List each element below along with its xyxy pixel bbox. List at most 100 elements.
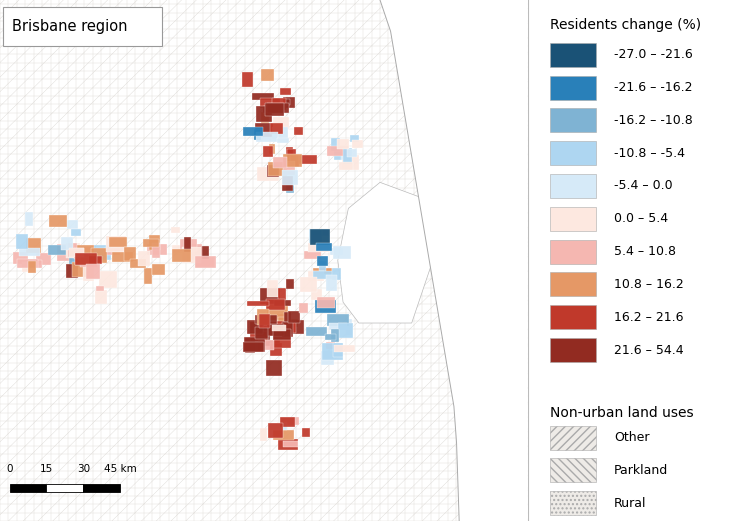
Bar bbox=[334, 345, 355, 352]
Bar bbox=[318, 260, 326, 271]
Bar bbox=[317, 255, 328, 266]
Bar bbox=[66, 243, 79, 258]
Bar bbox=[277, 321, 296, 333]
Text: Brisbane region: Brisbane region bbox=[11, 19, 127, 33]
Bar bbox=[550, 272, 596, 296]
Bar bbox=[305, 251, 321, 259]
Bar bbox=[311, 229, 329, 245]
Text: 10.8 – 16.2: 10.8 – 16.2 bbox=[614, 278, 684, 291]
Bar bbox=[245, 338, 255, 353]
Bar bbox=[327, 314, 348, 326]
Bar bbox=[336, 144, 345, 152]
Bar bbox=[104, 248, 120, 255]
Bar bbox=[72, 263, 93, 277]
Bar bbox=[78, 247, 93, 258]
Bar bbox=[288, 311, 300, 322]
Bar bbox=[259, 428, 267, 441]
Bar bbox=[550, 338, 596, 362]
Bar bbox=[186, 243, 202, 260]
Bar bbox=[306, 327, 327, 336]
Bar bbox=[152, 264, 165, 275]
Bar bbox=[60, 237, 73, 250]
Bar bbox=[313, 268, 332, 274]
Bar bbox=[311, 235, 329, 247]
Bar bbox=[48, 245, 66, 255]
Bar bbox=[172, 250, 191, 262]
Bar bbox=[96, 290, 107, 304]
Bar bbox=[550, 43, 596, 67]
Bar bbox=[277, 317, 288, 324]
Bar bbox=[333, 343, 343, 356]
Text: 16.2 – 21.6: 16.2 – 21.6 bbox=[614, 311, 683, 324]
Bar bbox=[269, 322, 290, 330]
Bar bbox=[147, 244, 167, 255]
Bar bbox=[171, 227, 179, 233]
Bar bbox=[254, 327, 270, 340]
Bar bbox=[75, 253, 97, 265]
Bar bbox=[262, 69, 274, 81]
Bar bbox=[308, 271, 324, 281]
Bar bbox=[327, 145, 348, 156]
Bar bbox=[282, 170, 298, 185]
Bar bbox=[274, 157, 287, 168]
Bar bbox=[69, 249, 84, 257]
Bar bbox=[149, 235, 160, 250]
Bar bbox=[252, 93, 274, 100]
Bar bbox=[550, 141, 596, 165]
Bar bbox=[277, 423, 287, 434]
Bar bbox=[185, 238, 191, 252]
Bar bbox=[71, 229, 81, 235]
Text: -21.6 – -16.2: -21.6 – -16.2 bbox=[614, 81, 692, 94]
Bar bbox=[322, 343, 343, 359]
Bar bbox=[290, 319, 304, 333]
Bar bbox=[99, 271, 118, 288]
Bar bbox=[195, 257, 214, 267]
Bar bbox=[271, 97, 286, 109]
Bar bbox=[267, 165, 280, 177]
Bar bbox=[311, 289, 322, 301]
Bar bbox=[243, 342, 265, 352]
Bar bbox=[259, 289, 280, 304]
Bar bbox=[550, 76, 596, 100]
Bar bbox=[267, 304, 288, 320]
Bar bbox=[347, 149, 357, 157]
Bar bbox=[266, 360, 281, 376]
Bar bbox=[342, 150, 350, 160]
Bar bbox=[244, 337, 265, 352]
Bar bbox=[75, 255, 94, 265]
Bar bbox=[287, 149, 296, 163]
Bar bbox=[294, 127, 302, 134]
Text: -5.4 – 0.0: -5.4 – 0.0 bbox=[614, 180, 673, 192]
Bar bbox=[282, 321, 293, 337]
Text: Parkland: Parkland bbox=[614, 464, 668, 477]
Bar bbox=[124, 247, 136, 261]
Bar bbox=[94, 245, 112, 259]
Bar bbox=[284, 160, 295, 175]
Text: 21.6 – 54.4: 21.6 – 54.4 bbox=[614, 344, 683, 356]
Bar bbox=[267, 280, 278, 296]
Bar bbox=[86, 264, 100, 279]
Bar bbox=[19, 248, 40, 256]
Bar bbox=[89, 256, 103, 264]
Bar bbox=[550, 458, 596, 482]
Bar bbox=[329, 322, 347, 330]
Bar bbox=[255, 123, 273, 138]
Bar bbox=[247, 301, 269, 306]
Bar bbox=[331, 329, 339, 342]
Bar bbox=[261, 112, 269, 124]
Bar bbox=[268, 423, 283, 438]
Bar bbox=[299, 303, 308, 313]
Bar bbox=[300, 277, 317, 292]
Bar bbox=[68, 243, 77, 257]
Bar bbox=[272, 329, 291, 340]
Bar bbox=[332, 268, 341, 280]
Bar bbox=[250, 331, 268, 341]
Text: 30: 30 bbox=[77, 464, 90, 474]
Text: Non-urban land uses: Non-urban land uses bbox=[550, 406, 694, 420]
Bar bbox=[50, 215, 66, 227]
Bar bbox=[259, 340, 280, 346]
Bar bbox=[550, 108, 596, 132]
Bar bbox=[266, 299, 284, 309]
Bar bbox=[331, 138, 340, 151]
Bar bbox=[260, 98, 280, 108]
